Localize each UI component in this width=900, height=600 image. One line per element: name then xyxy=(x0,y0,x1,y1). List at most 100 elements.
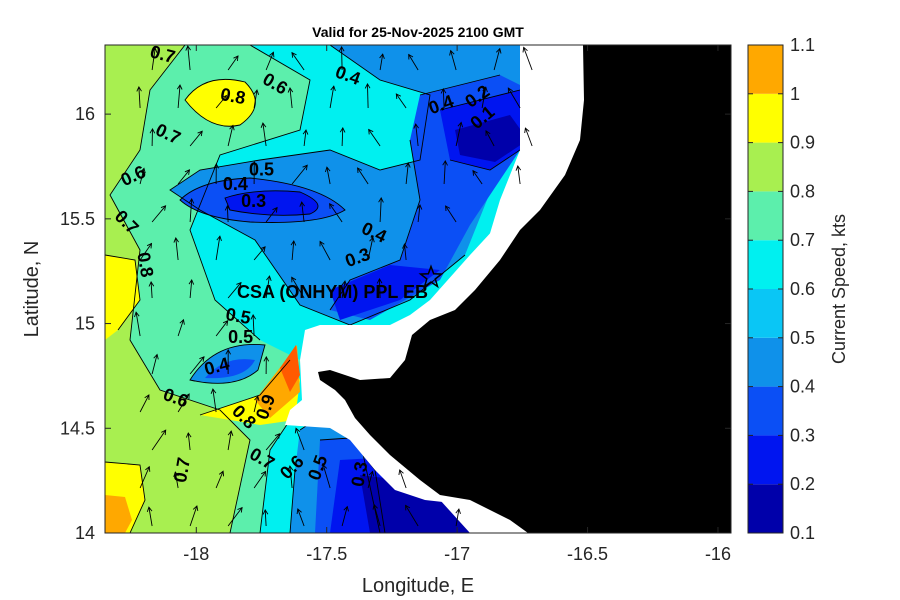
colorbar-swatch xyxy=(748,191,783,241)
y-axis-label: Latitude, N xyxy=(21,241,43,338)
current-arrow xyxy=(395,93,407,109)
colorbar-tick-label: 1 xyxy=(790,84,800,104)
colorbar-swatch xyxy=(748,289,783,338)
current-arrow xyxy=(357,167,369,185)
current-arrow xyxy=(522,46,533,71)
current-arrow xyxy=(146,506,153,527)
y-tick-label: 15.5 xyxy=(60,209,95,229)
current-arrow xyxy=(189,505,199,527)
current-arrow xyxy=(227,281,242,299)
current-arrow xyxy=(472,169,483,185)
current-arrow xyxy=(210,388,217,413)
current-arrow xyxy=(263,355,270,375)
current-arrow xyxy=(149,127,156,147)
current-arrow xyxy=(442,159,448,185)
y-tick-label: 15 xyxy=(75,314,95,334)
current-arrow xyxy=(265,433,281,451)
current-arrow xyxy=(455,121,464,147)
colorbar-swatch xyxy=(748,240,783,289)
current-arrow xyxy=(151,47,158,71)
band-0.2-0.3-east xyxy=(330,265,440,320)
colorbar-tick-label: 0.9 xyxy=(790,133,815,153)
x-tick-label: -17 xyxy=(444,544,470,564)
current-arrow xyxy=(291,276,305,299)
current-arrow xyxy=(151,205,167,223)
current-arrow xyxy=(139,465,151,489)
contour-lines xyxy=(105,45,536,533)
colorbar-tick-label: 1.1 xyxy=(790,35,815,55)
x-tick-label: -17.5 xyxy=(306,544,347,564)
current-arrow xyxy=(299,201,305,223)
colorbar-tick-label: 0.1 xyxy=(790,523,815,543)
current-arrow xyxy=(189,130,203,147)
current-arrow xyxy=(185,432,192,451)
chart-title: Valid for 25-Nov-2025 2100 GMT xyxy=(312,24,524,40)
colorbar-tick-label: 0.2 xyxy=(790,474,815,494)
contour-label: 0.8 xyxy=(133,251,157,279)
colorbar: 0.1 0.2 0.3 0.4 0.5 0.6 0.7 0.8 0.9 1 1.1 xyxy=(747,35,815,543)
current-arrow xyxy=(302,129,309,147)
colorbar-tick-label: 0.8 xyxy=(790,181,815,201)
band-0.2-0.3-mid xyxy=(225,190,318,216)
contour-label: 0.7 xyxy=(170,456,194,484)
x-axis-label: Longitude, E xyxy=(362,575,474,597)
current-arrow xyxy=(260,122,267,147)
current-arrow xyxy=(368,128,381,147)
current-arrow xyxy=(378,196,384,223)
current-arrow xyxy=(177,318,185,337)
current-arrow xyxy=(213,162,219,185)
x-axis: -18 -17.5 -17 -16.5 -16 xyxy=(183,45,731,564)
current-arrow xyxy=(449,49,457,71)
current-arrow xyxy=(291,164,308,185)
current-arrow xyxy=(173,237,179,261)
colorbar-tick-label: 0.3 xyxy=(790,425,815,445)
y-tick-label: 14 xyxy=(75,523,95,543)
current-arrow xyxy=(139,394,150,413)
current-arrow xyxy=(338,45,345,71)
x-tick-label: -16.5 xyxy=(567,544,608,564)
contour-label: 0.3 xyxy=(347,460,371,488)
current-arrow xyxy=(151,353,159,375)
current-arrow xyxy=(151,429,167,451)
current-vectors xyxy=(134,45,533,527)
current-arrow xyxy=(262,508,269,527)
current-arrow xyxy=(329,85,336,109)
y-tick-label: 16 xyxy=(75,104,95,124)
current-arrow xyxy=(402,243,408,261)
current-arrow xyxy=(367,236,375,261)
colorbar-swatch xyxy=(748,45,783,94)
colorbar-swatch xyxy=(748,142,783,192)
current-arrow xyxy=(445,205,457,223)
y-axis: 14 14.5 15 15.5 16 xyxy=(60,104,731,543)
current-arrow xyxy=(227,430,234,451)
current-arrow xyxy=(227,55,239,71)
current-arrow xyxy=(287,87,294,109)
current-arrow xyxy=(329,203,343,223)
band-0.3-0.4-cape xyxy=(205,359,255,379)
current-arrow xyxy=(139,167,146,185)
current-arrow xyxy=(339,126,346,147)
current-arrow xyxy=(341,280,348,299)
current-arrow xyxy=(227,124,235,147)
current-arrow xyxy=(376,277,383,299)
current-arrow xyxy=(176,84,183,109)
band-0.1-0.2 xyxy=(455,115,528,162)
current-arrow xyxy=(481,86,488,109)
current-arrow xyxy=(177,393,190,413)
site-star-icon xyxy=(418,264,444,289)
contour-label: 0.3 xyxy=(241,191,266,211)
current-arrow xyxy=(188,279,195,299)
contour-label: 0.5 xyxy=(228,327,253,347)
current-arrow xyxy=(321,464,331,489)
contour-label: 0.7 xyxy=(148,41,177,67)
current-arrow xyxy=(253,246,266,261)
colorbar-tick-label: 0.5 xyxy=(790,328,815,348)
colorbar-swatch xyxy=(748,93,783,143)
current-arrow xyxy=(189,356,205,375)
current-arrow xyxy=(290,240,297,261)
current-arrow xyxy=(225,348,231,375)
current-arrow xyxy=(440,87,447,109)
current-arrow xyxy=(408,53,419,71)
current-arrow xyxy=(485,130,495,147)
current-arrow xyxy=(215,320,229,337)
